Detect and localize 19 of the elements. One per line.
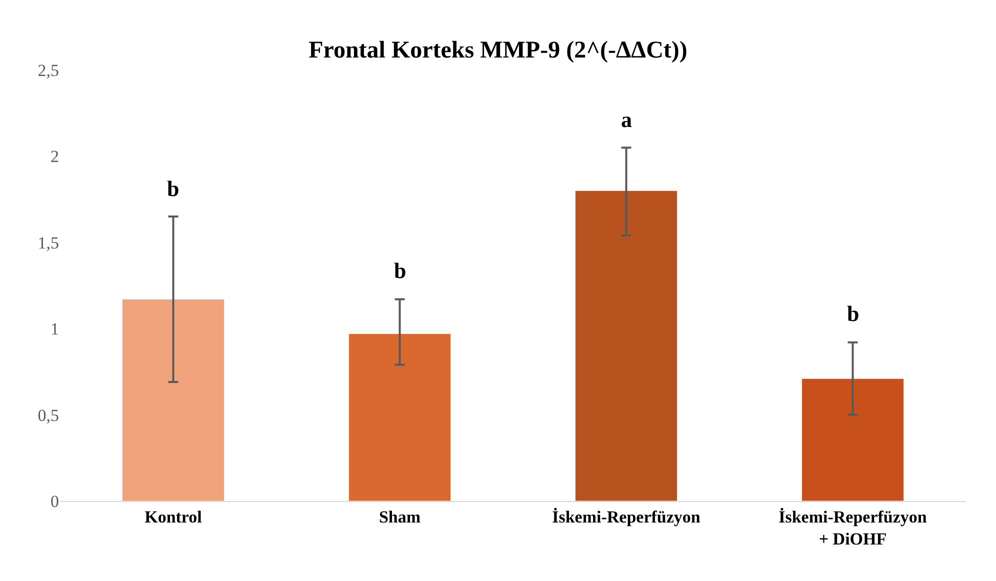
y-tick-label: 0 [50, 492, 59, 511]
y-tick-label: 1,5 [38, 233, 59, 252]
y-tick-label: 2 [50, 147, 59, 166]
y-tick-label: 2,5 [38, 60, 59, 80]
annotation: b [847, 301, 860, 326]
y-tick-label: 0,5 [38, 406, 59, 425]
annotation: b [394, 258, 406, 283]
x-tick-label: İskemi-Reperfüzyon [552, 507, 701, 526]
x-tick-label: İskemi-Reperfüzyon + DiOHF [778, 507, 928, 548]
chart-title: Frontal Korteks MMP-9 (2^(-ΔΔCt)) [308, 37, 688, 64]
x-tick-label: Sham [378, 507, 421, 526]
annotation: b [167, 176, 180, 201]
annotation: a [621, 107, 632, 132]
y-tick-label: 1 [50, 320, 59, 339]
bar [575, 190, 678, 501]
bar [348, 334, 451, 501]
x-tick-label: Kontrol [144, 507, 202, 526]
bar [122, 299, 224, 501]
bar [802, 378, 904, 501]
